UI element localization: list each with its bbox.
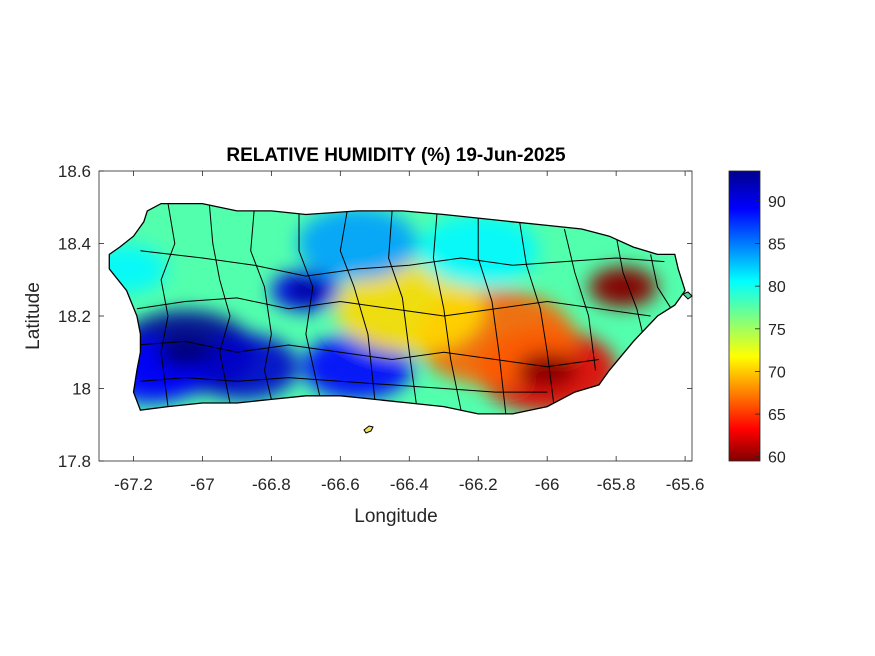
x-tick-label: -66.8 [252,475,291,494]
municipality-border [388,210,417,404]
municipality-border [519,221,555,407]
municipality-border [615,236,645,338]
y-axis-label: Latitude [23,282,44,350]
x-axis: -67.2 -67 -66.8 -66.6 -66.4 -66.2 -66 -65.8 -65.… [114,171,704,494]
humidity-patch [109,244,167,293]
x-tick-label: -66 [535,475,560,494]
x-tick-label: -65.8 [597,475,636,494]
colorbar-tick-label: 70 [768,364,786,381]
municipality-border [477,218,507,414]
offshore-island-east [682,291,693,300]
y-tick-label: 18 [72,380,91,399]
colorbar-tick-label: 85 [768,237,786,254]
island-coastline [108,202,686,415]
municipality-border [140,377,548,393]
colorbar [728,170,761,462]
municipality-border [208,203,231,404]
humidity-patch [188,333,299,400]
humidity-core [517,352,578,389]
x-tick-label: -67 [190,475,215,494]
humidity-patch [297,207,418,280]
chart-title: RELATIVE HUMIDITY (%) 19-Jun-2025 [226,145,566,166]
humidity-core [157,335,214,370]
x-tick-label: -67.2 [114,475,153,494]
municipality-border [160,203,176,407]
municipality-border [650,254,672,310]
municipality-border [339,210,376,400]
colorbar-tick-label: 75 [768,322,786,339]
municipality-border [140,250,665,277]
humidity-core [605,276,642,298]
colorbar-tick-label: 80 [768,279,786,296]
municipality-border [563,228,596,371]
y-tick-label: 18.2 [58,307,91,326]
x-tick-label: -66.6 [321,475,360,494]
humidity-core [287,279,324,302]
x-tick-label: -66.4 [390,475,429,494]
municipality-border [136,297,651,317]
colorbar-tick-label: 90 [768,194,786,211]
caja-de-muertos-island [363,425,374,434]
municipality-borders [136,203,672,414]
x-tick-label: -66.2 [459,475,498,494]
y-axis: 17.8 18 18.2 18.4 18.6 [58,162,692,471]
municipality-border [136,340,599,368]
municipality-border [298,214,321,396]
municipality-border [432,214,462,411]
colorbar-tick-label: 60 [768,450,786,467]
y-tick-label: 18.6 [58,162,91,181]
colorbar-tick-label: 65 [768,407,786,424]
x-tick-label: -65.6 [666,475,705,494]
colorbar-ticks: 60 65 70 75 80 85 90 [755,194,786,467]
y-tick-label: 17.8 [58,452,91,471]
municipality-border [250,210,272,400]
y-tick-label: 18.4 [58,235,91,254]
x-axis-label: Longitude [354,506,437,527]
